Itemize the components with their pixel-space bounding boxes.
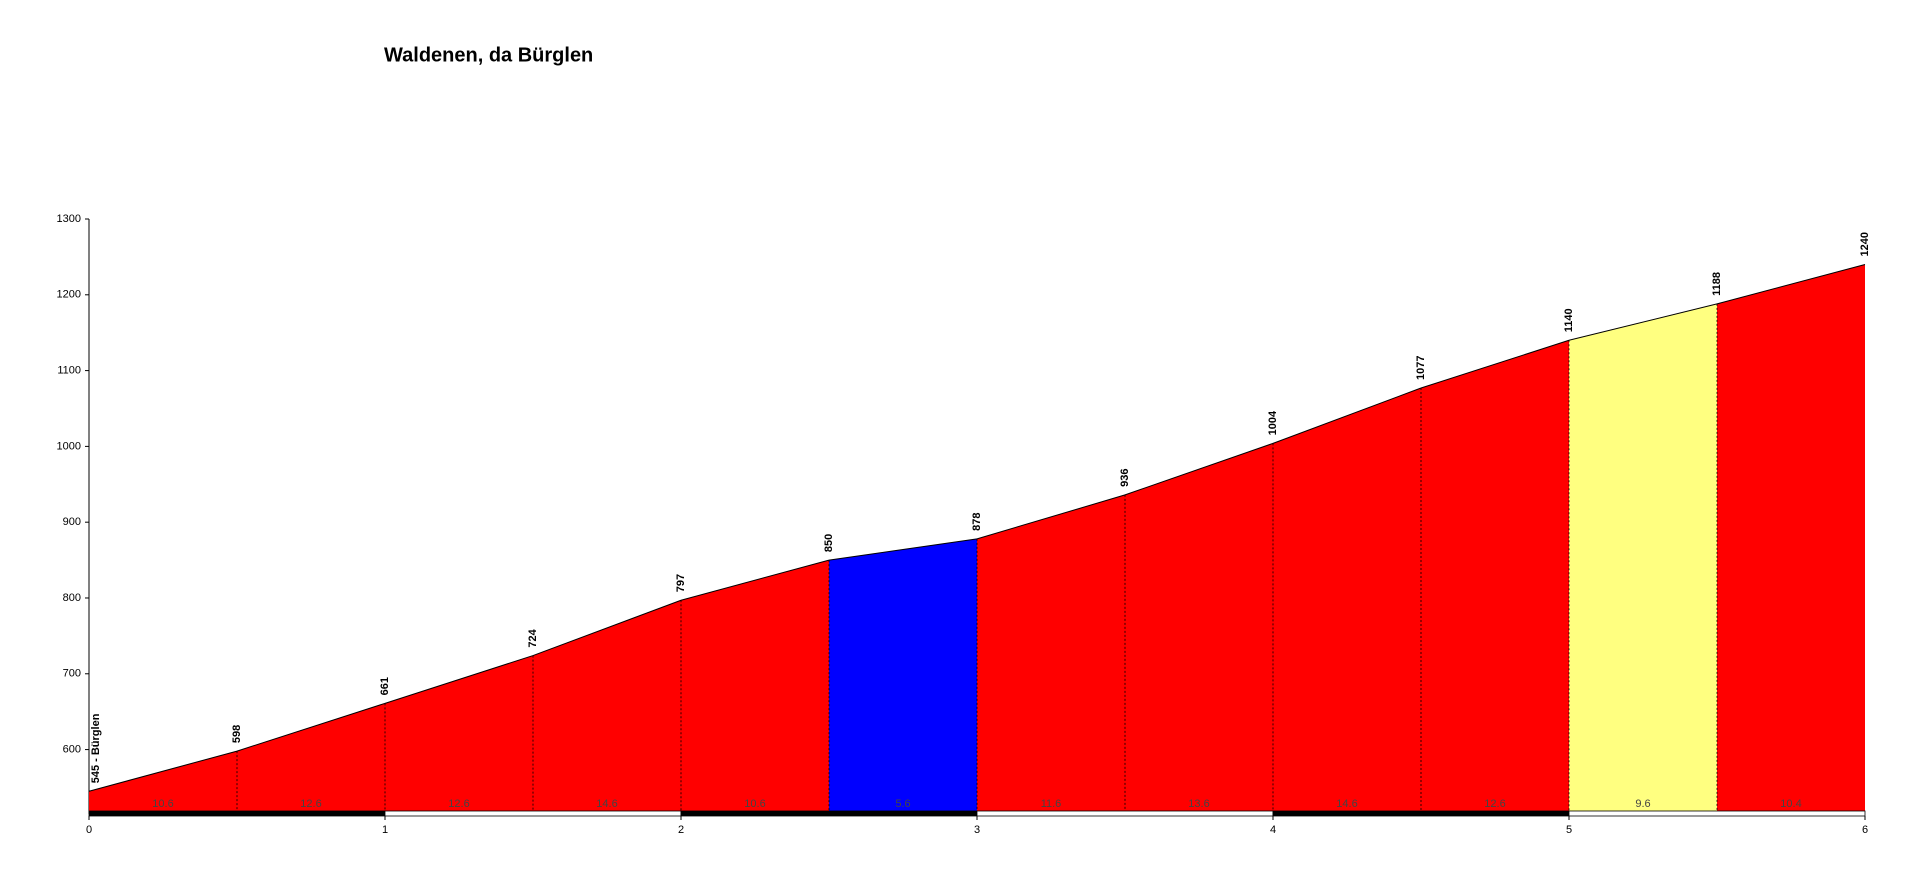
profile-line bbox=[88, 750, 238, 792]
x-tick-label: 5 bbox=[1566, 824, 1572, 836]
value-label: 878 bbox=[971, 513, 983, 531]
segment bbox=[1717, 264, 1865, 814]
value-label: 598 bbox=[231, 725, 243, 743]
km-strip bbox=[680, 810, 978, 817]
chart-title: Waldenen, da Bürglen bbox=[384, 44, 593, 66]
x-tick-label: 3 bbox=[974, 824, 980, 836]
profile-line bbox=[1124, 442, 1274, 496]
segment bbox=[977, 494, 1125, 814]
km-strip bbox=[1568, 810, 1866, 817]
profile-line bbox=[976, 494, 1126, 540]
profile-line bbox=[236, 702, 386, 752]
value-label: 850 bbox=[823, 534, 835, 552]
profile-line bbox=[1716, 263, 1866, 305]
profile-line bbox=[1420, 339, 1570, 389]
value-label: 1077 bbox=[1415, 356, 1427, 380]
segment bbox=[1273, 388, 1421, 814]
value-label: 1240 bbox=[1859, 232, 1871, 256]
profile-line bbox=[680, 559, 830, 601]
segment bbox=[533, 600, 681, 814]
grade-label: 14.6 bbox=[596, 798, 617, 810]
value-label: 661 bbox=[379, 677, 391, 695]
value-label: 545 - Bürglen bbox=[90, 713, 102, 783]
y-tick-label: 900 bbox=[63, 516, 81, 528]
x-tick-label: 2 bbox=[678, 824, 684, 836]
y-tick-label: 700 bbox=[63, 668, 81, 680]
x-tick-label: 0 bbox=[86, 824, 92, 836]
grade-label: 10.4 bbox=[1780, 798, 1801, 810]
grade-label: 10.6 bbox=[152, 798, 173, 810]
y-tick-label: 1300 bbox=[57, 213, 81, 225]
grade-label: 12.6 bbox=[448, 798, 469, 810]
x-tick-label: 6 bbox=[1862, 824, 1868, 836]
profile-line bbox=[384, 655, 534, 704]
y-tick-label: 1200 bbox=[57, 289, 81, 301]
y-tick-label: 800 bbox=[63, 592, 81, 604]
value-label: 1188 bbox=[1711, 272, 1723, 296]
x-tick-label: 1 bbox=[382, 824, 388, 836]
km-strip bbox=[976, 810, 1274, 817]
segment bbox=[681, 560, 829, 814]
value-label: 1140 bbox=[1563, 308, 1575, 332]
km-strip bbox=[88, 810, 386, 817]
profile-line bbox=[1568, 303, 1718, 341]
y-tick-label: 1000 bbox=[57, 440, 81, 452]
grade-label: 11.6 bbox=[1041, 798, 1062, 810]
value-label: 724 bbox=[527, 628, 539, 647]
value-label: 797 bbox=[675, 574, 687, 592]
segment bbox=[385, 655, 533, 814]
grade-label: 14.6 bbox=[1336, 798, 1357, 810]
segment bbox=[237, 703, 385, 814]
profile-line bbox=[1272, 387, 1422, 444]
segment bbox=[829, 538, 977, 814]
segment bbox=[1125, 443, 1273, 814]
grade-label: 13.6 bbox=[1188, 798, 1209, 810]
grade-label: 12.6 bbox=[300, 798, 321, 810]
grade-label: 9.6 bbox=[1635, 798, 1650, 810]
value-label: 936 bbox=[1119, 469, 1131, 487]
km-strip bbox=[1272, 810, 1570, 817]
segment bbox=[1569, 303, 1717, 814]
x-tick-label: 4 bbox=[1270, 824, 1276, 836]
grade-label: 12.6 bbox=[1484, 798, 1505, 810]
km-strip bbox=[384, 810, 682, 817]
profile-line bbox=[532, 599, 682, 657]
profile-line bbox=[828, 538, 978, 561]
grade-label: 10.6 bbox=[744, 798, 765, 810]
segment bbox=[1421, 340, 1569, 814]
y-tick-label: 600 bbox=[63, 743, 81, 755]
grade-label: 5.6 bbox=[895, 798, 910, 810]
value-label: 1004 bbox=[1267, 410, 1279, 435]
y-tick-label: 1100 bbox=[57, 364, 81, 376]
segment bbox=[89, 751, 237, 814]
